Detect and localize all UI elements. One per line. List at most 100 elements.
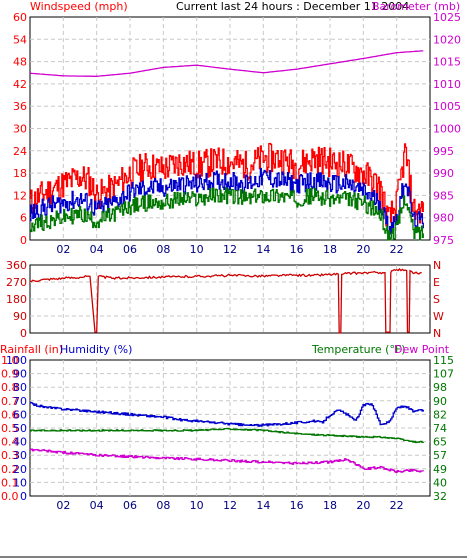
rainfall-tick-label: 0.6 [1,408,19,421]
wind-x-tick-label: 14 [256,243,270,256]
windspeed-tick-label: 48 [13,56,27,69]
rainfall-axis-label: Rainfall (in) [0,343,63,356]
barometer-tick-label: 1000 [433,123,461,136]
barometer-axis-label: Barometer (mb) [372,0,460,13]
humidity-tick-label: 50 [13,422,27,435]
windspeed-axis-label: Windspeed (mph) [30,0,128,13]
windspeed-tick-label: 60 [13,11,27,24]
humidity-x-tick-label: 04 [90,499,104,512]
chart-title: Current last 24 hours : December 11 2004 [176,0,409,13]
temperature-tick-label: 32 [433,490,447,503]
windspeed-tick-label: 6 [20,212,27,225]
barometer-tick-label: 1025 [433,11,461,24]
humidity-x-tick-label: 08 [156,499,170,512]
humidity-tick-label: 80 [13,381,27,394]
temperature-axis-label: Temperature (°F) [311,343,406,356]
rainfall-tick-label: 0.0 [1,490,19,503]
temperature-tick-label: 65 [433,436,447,449]
dew-point-axis-label: Dew Point [394,343,450,356]
direction-tick-label: 270 [6,276,27,289]
humidity-tick-label: 10 [13,476,27,489]
humidity-x-tick-label: 20 [356,499,370,512]
humidity-series [30,401,424,427]
humidity-tick-label: 100 [6,354,27,367]
rainfall-tick-label: 0.1 [1,476,19,489]
compass-tick-label: S [433,293,440,306]
wind-x-tick-label: 18 [323,243,337,256]
temperature-series [30,427,424,444]
humidity-tick-label: 70 [13,395,27,408]
wind-series-blue [30,167,424,238]
compass-tick-label: N [433,259,441,272]
barometer-tick-label: 1010 [433,78,461,91]
humidity-tick-label: 60 [13,408,27,421]
wind-series-green [30,187,424,241]
windspeed-tick-label: 0 [20,234,27,247]
rainfall-tick-label: 0.2 [1,463,19,476]
humidity-tick-label: 0 [20,490,27,503]
barometer-tick-label: 980 [433,212,454,225]
wind-x-tick-label: 16 [290,243,304,256]
humidity-x-tick-label: 02 [56,499,70,512]
windspeed-tick-label: 12 [13,189,27,202]
temperature-tick-label: 115 [433,354,454,367]
wind-series-red [30,142,424,227]
rainfall-tick-label: 0.7 [1,395,19,408]
humidity-x-tick-label: 14 [256,499,270,512]
rainfall-tick-label: 0.3 [1,449,19,462]
wind-x-tick-label: 02 [56,243,70,256]
direction-tick-label: 180 [6,293,27,306]
direction-tick-label: 90 [13,310,27,323]
barometer-tick-label: 1005 [433,100,461,113]
barometer-tick-label: 990 [433,167,454,180]
dew-point-series [30,448,424,474]
humidity-tick-label: 40 [13,436,27,449]
rainfall-tick-label: 0.5 [1,422,19,435]
humidity-x-tick-label: 16 [290,499,304,512]
humidity-x-tick-label: 06 [123,499,137,512]
wind-x-tick-label: 22 [390,243,404,256]
humidity-tick-label: 30 [13,449,27,462]
wind-x-tick-label: 08 [156,243,170,256]
barometer-tick-label: 995 [433,145,454,158]
rainfall-tick-label: 0.8 [1,381,19,394]
humidity-tick-label: 20 [13,463,27,476]
rainfall-tick-label: 0.9 [1,368,19,381]
temperature-tick-label: 57 [433,449,447,462]
humidity-axis-label: Humidity (%) [60,343,132,356]
temperature-tick-label: 98 [433,381,447,394]
rainfall-tick-label: 1.0 [1,354,19,367]
barometer-tick-label: 975 [433,234,454,247]
compass-tick-label: E [433,276,440,289]
barometer-series [29,50,424,77]
barometer-tick-label: 985 [433,189,454,202]
humidity-x-tick-label: 22 [390,499,404,512]
wind-x-tick-label: 20 [356,243,370,256]
windspeed-tick-label: 42 [13,78,27,91]
humidity-x-tick-label: 10 [190,499,204,512]
temperature-tick-label: 90 [433,395,447,408]
direction-tick-label: 0 [20,327,27,340]
barometer-tick-label: 1020 [433,33,461,46]
direction-series [29,268,422,334]
humidity-tick-label: 90 [13,368,27,381]
windspeed-tick-label: 30 [13,123,27,136]
windspeed-tick-label: 24 [13,145,27,158]
direction-tick-label: 360 [6,259,27,272]
wind-x-tick-label: 10 [190,243,204,256]
windspeed-tick-label: 18 [13,167,27,180]
temperature-tick-label: 107 [433,368,454,381]
rainfall-tick-label: 0.4 [1,436,19,449]
temperature-tick-label: 74 [433,422,447,435]
temperature-tick-label: 82 [433,408,447,421]
wind-x-tick-label: 06 [123,243,137,256]
humidity-x-tick-label: 18 [323,499,337,512]
compass-tick-label: W [433,310,444,323]
temperature-tick-label: 49 [433,463,447,476]
temperature-tick-label: 40 [433,476,447,489]
windspeed-tick-label: 54 [13,33,27,46]
windspeed-tick-label: 36 [13,100,27,113]
chart-layer: 02 04 06 08 10 12 14 16 18 20 22061218243036424854… [0,11,467,558]
